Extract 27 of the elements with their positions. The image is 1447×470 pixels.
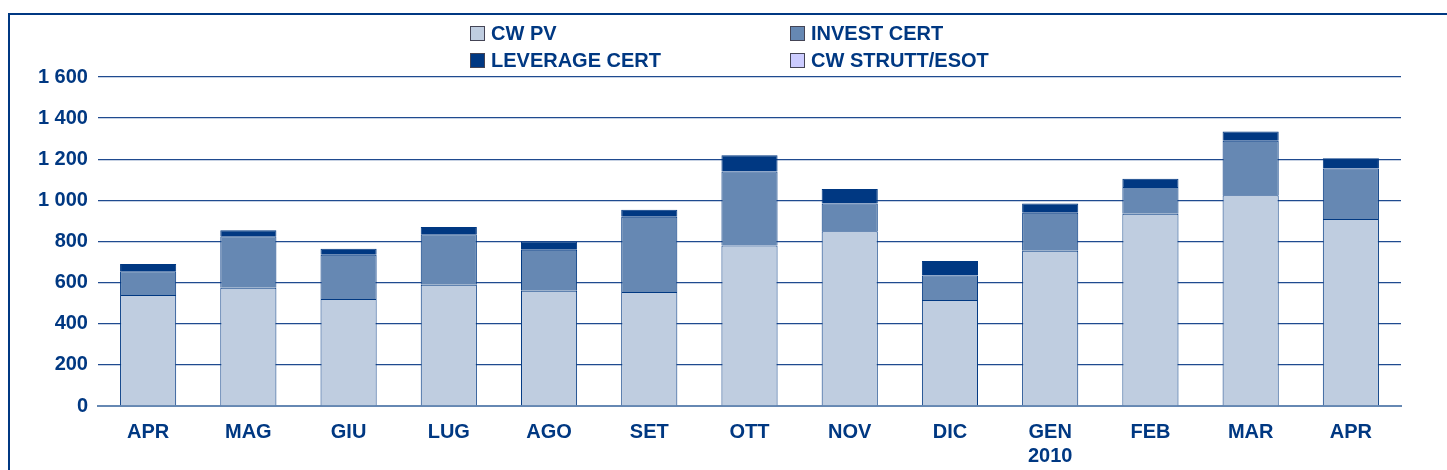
x-tick-label: OTT xyxy=(729,419,770,442)
legend-label: CW PV xyxy=(491,22,557,45)
x-tick-label: GIU xyxy=(330,419,367,442)
y-tick-label: 600 xyxy=(54,270,88,293)
y-tick-label: 1 400 xyxy=(37,105,88,128)
legend-label: LEVERAGE CERT xyxy=(491,49,662,72)
x-tick-label: SET xyxy=(629,419,669,442)
x-tick-label: GEN 2010 xyxy=(1027,419,1073,466)
y-tick-label: 1 200 xyxy=(37,146,88,169)
x-tick-label: AGO xyxy=(526,419,572,442)
x-tick-label: APR xyxy=(1329,419,1373,442)
x-tick-label: MAR xyxy=(1227,419,1274,442)
x-tick-label: FEB xyxy=(1130,419,1171,442)
y-tick-label: 400 xyxy=(54,311,88,334)
x-tick-label: NOV xyxy=(828,419,873,442)
x-tick-label: MAG xyxy=(225,419,272,442)
bar xyxy=(721,155,778,172)
y-tick-label: 1 600 xyxy=(37,64,88,87)
y-tick-label: 0 xyxy=(76,393,88,416)
x-tick-label: APR xyxy=(127,419,170,442)
legend-label: INVEST CERT xyxy=(811,22,944,45)
y-tick-label: 800 xyxy=(54,229,88,252)
y-tick-label: 200 xyxy=(54,352,88,375)
x-tick-label: LUG xyxy=(427,419,470,442)
x-tick-label: DIC xyxy=(932,419,968,442)
legend-label: CW STRUTT/ESOT xyxy=(811,49,989,72)
y-tick-label: 1 000 xyxy=(37,187,88,210)
